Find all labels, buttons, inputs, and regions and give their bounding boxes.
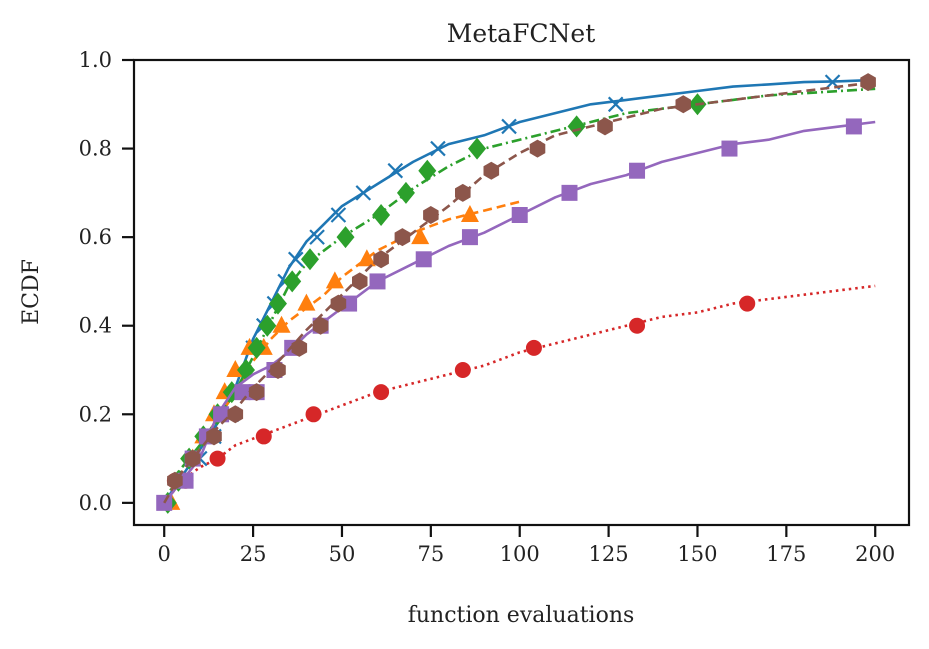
series-line bbox=[163, 87, 876, 504]
data-point bbox=[206, 427, 222, 446]
data-point bbox=[330, 207, 347, 223]
data-point bbox=[597, 117, 613, 136]
y-tick-label: 0.8 bbox=[79, 137, 112, 161]
data-point bbox=[460, 205, 479, 222]
data-point bbox=[415, 251, 432, 268]
data-point bbox=[309, 229, 325, 245]
data-point bbox=[455, 183, 471, 202]
data-point bbox=[373, 250, 389, 269]
series-line bbox=[163, 284, 876, 504]
data-point bbox=[468, 137, 487, 160]
data-point bbox=[227, 405, 244, 424]
x-tick-label: 75 bbox=[417, 542, 444, 566]
data-point bbox=[430, 140, 446, 157]
data-point bbox=[629, 317, 646, 334]
data-point bbox=[511, 207, 528, 223]
y-tick-label: 0.6 bbox=[79, 225, 112, 249]
data-point-stroke bbox=[355, 185, 372, 201]
data-point-stroke bbox=[430, 140, 446, 157]
data-point bbox=[287, 251, 304, 268]
data-point bbox=[396, 181, 415, 204]
data-point bbox=[258, 314, 277, 337]
data-point bbox=[529, 139, 546, 158]
chart-title: MetaFCNet bbox=[447, 19, 596, 48]
data-point bbox=[739, 295, 756, 312]
data-point bbox=[372, 204, 391, 226]
data-point bbox=[483, 161, 500, 180]
data-point bbox=[234, 384, 251, 401]
x-tick-label: 200 bbox=[855, 542, 895, 566]
data-point bbox=[461, 229, 478, 246]
series-line bbox=[163, 78, 876, 504]
y-tick-label: 1.0 bbox=[79, 48, 112, 72]
data-point bbox=[454, 362, 471, 378]
data-point bbox=[357, 249, 376, 267]
data-point bbox=[369, 273, 386, 290]
data-point bbox=[184, 449, 201, 468]
series-3 bbox=[158, 87, 876, 514]
plot-frame bbox=[132, 58, 911, 527]
data-point bbox=[330, 294, 347, 313]
data-point bbox=[411, 227, 430, 245]
data-point bbox=[607, 96, 624, 113]
data-point bbox=[300, 248, 319, 271]
data-point bbox=[248, 383, 265, 402]
series-line bbox=[163, 120, 876, 504]
data-point-stroke bbox=[387, 162, 404, 179]
data-point bbox=[373, 384, 390, 401]
x-axis: 0 25 50 75 100 125 150 175 200 bbox=[158, 525, 895, 566]
data-point bbox=[561, 184, 578, 201]
data-point-stroke bbox=[330, 207, 347, 223]
series-4 bbox=[163, 284, 876, 504]
data-point bbox=[268, 292, 287, 315]
data-point bbox=[283, 270, 302, 293]
data-point-stroke bbox=[309, 229, 325, 245]
y-tick-label: 0.0 bbox=[79, 491, 112, 515]
data-point bbox=[297, 293, 316, 311]
x-tick-label: 0 bbox=[158, 542, 171, 566]
data-point bbox=[675, 95, 691, 114]
data-point bbox=[721, 140, 738, 157]
data-point bbox=[336, 226, 355, 249]
data-point bbox=[418, 159, 437, 182]
y-tick-label: 0.4 bbox=[79, 314, 112, 338]
y-axis-label: ECDF bbox=[19, 259, 44, 325]
data-point bbox=[247, 336, 266, 359]
data-point bbox=[270, 361, 286, 379]
data-point bbox=[387, 162, 404, 179]
data-point bbox=[291, 338, 308, 357]
data-point bbox=[312, 316, 329, 335]
x-axis-label: function evaluations bbox=[408, 603, 635, 628]
data-point-stroke bbox=[501, 118, 517, 135]
data-point bbox=[355, 185, 372, 201]
x-tick-label: 100 bbox=[500, 542, 540, 566]
data-point bbox=[352, 272, 368, 291]
x-tick-label: 25 bbox=[240, 542, 267, 566]
x-tick-label: 125 bbox=[589, 542, 629, 566]
data-point-stroke bbox=[287, 251, 304, 268]
data-point bbox=[629, 162, 646, 179]
data-point bbox=[325, 271, 344, 289]
data-point bbox=[845, 118, 862, 135]
data-point bbox=[394, 228, 411, 247]
x-tick-label: 150 bbox=[677, 542, 717, 566]
y-tick-label: 0.2 bbox=[79, 402, 112, 426]
data-point bbox=[423, 206, 439, 224]
data-point bbox=[209, 450, 226, 467]
x-tick-label: 50 bbox=[329, 542, 356, 566]
series-6 bbox=[163, 73, 876, 504]
data-point bbox=[525, 339, 542, 356]
plot-area bbox=[156, 73, 876, 514]
y-axis: 0.0 0.2 0.4 0.6 0.8 1.0 bbox=[79, 48, 134, 515]
data-point bbox=[167, 471, 183, 490]
data-point bbox=[567, 115, 586, 138]
x-tick-label: 175 bbox=[766, 542, 806, 566]
data-point bbox=[501, 118, 517, 135]
data-point bbox=[860, 73, 876, 92]
data-point bbox=[272, 315, 291, 333]
data-point bbox=[255, 428, 272, 445]
data-point-stroke bbox=[607, 96, 624, 113]
data-point bbox=[305, 406, 322, 423]
